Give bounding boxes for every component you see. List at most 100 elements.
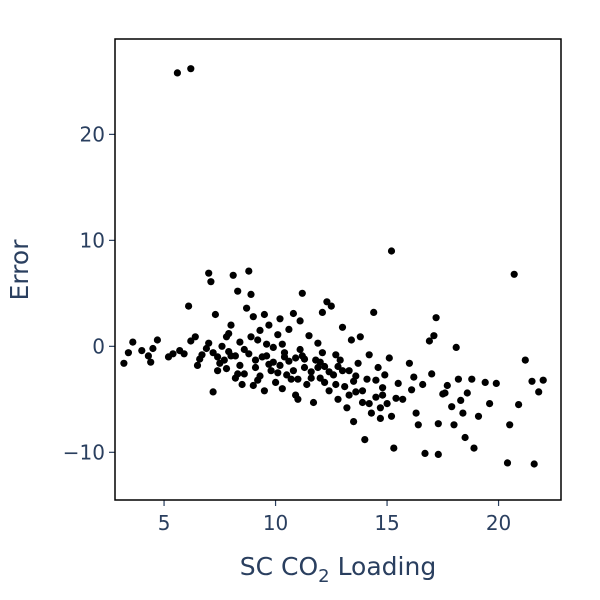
data-point <box>209 349 217 357</box>
data-point <box>214 353 222 361</box>
data-point <box>343 404 351 412</box>
data-point <box>350 377 358 385</box>
data-point <box>227 352 235 360</box>
data-point <box>256 326 264 334</box>
data-point <box>452 343 460 351</box>
data-point <box>361 436 369 444</box>
data-point <box>321 362 329 371</box>
data-point <box>251 363 260 372</box>
data-point <box>443 381 451 390</box>
data-point <box>207 278 215 286</box>
data-point <box>187 65 195 73</box>
data-point <box>265 360 273 368</box>
data-point <box>247 333 255 341</box>
data-point <box>387 412 396 420</box>
x-axis-ticks: 5 10 15 20 <box>158 500 511 535</box>
data-point <box>410 373 418 381</box>
data-point <box>285 325 293 333</box>
data-point <box>376 414 384 422</box>
data-point <box>468 375 476 383</box>
data-point <box>214 367 222 375</box>
data-point <box>327 302 335 310</box>
data-point <box>421 449 429 457</box>
data-point <box>352 388 360 396</box>
data-point <box>408 386 416 394</box>
data-point <box>338 323 347 331</box>
data-point <box>372 376 380 384</box>
data-point <box>457 396 465 404</box>
data-point <box>149 344 157 353</box>
data-point <box>283 371 291 379</box>
data-point <box>216 359 224 367</box>
data-point <box>321 378 329 386</box>
data-point <box>254 376 262 384</box>
data-point <box>227 321 235 329</box>
data-point <box>234 287 242 295</box>
data-point <box>269 343 277 351</box>
x-axis-title-suffix: Loading <box>330 552 437 581</box>
data-point <box>385 354 393 362</box>
data-point <box>535 388 543 396</box>
data-point <box>332 380 340 389</box>
data-point <box>314 339 322 347</box>
data-point <box>274 369 282 377</box>
data-point <box>303 380 311 389</box>
data-point <box>463 389 471 397</box>
data-point <box>334 395 342 403</box>
data-point <box>372 393 380 401</box>
data-point <box>292 354 300 362</box>
data-point <box>187 337 195 345</box>
data-point <box>278 385 286 393</box>
data-point <box>486 400 494 408</box>
data-point <box>365 351 373 359</box>
data-point <box>450 421 458 429</box>
data-point <box>356 333 364 341</box>
y-tick-label: −10 <box>63 440 105 464</box>
data-point <box>454 375 462 383</box>
data-point <box>185 302 193 310</box>
data-point <box>209 388 217 396</box>
y-axis-title: Error <box>5 239 34 301</box>
data-point <box>265 321 273 329</box>
data-point <box>323 298 331 306</box>
data-point <box>383 400 391 408</box>
y-tick-label: 20 <box>80 122 105 146</box>
data-point <box>222 333 231 341</box>
data-point <box>205 269 213 277</box>
data-point <box>300 363 309 372</box>
data-point <box>325 368 333 376</box>
data-point <box>298 352 306 360</box>
data-point <box>515 401 523 409</box>
data-point <box>425 337 433 345</box>
data-point <box>124 349 132 357</box>
data-point <box>376 404 384 412</box>
data-point <box>169 350 177 358</box>
data-point <box>441 389 449 397</box>
data-point <box>374 363 382 372</box>
data-point <box>521 356 529 364</box>
data-point <box>459 409 467 417</box>
data-point <box>528 377 536 385</box>
data-point <box>138 347 146 355</box>
data-point <box>394 379 402 387</box>
data-point <box>245 350 253 358</box>
data-point <box>251 356 260 364</box>
data-point <box>338 367 347 375</box>
data-point <box>474 412 483 420</box>
data-point <box>236 338 244 346</box>
data-point <box>307 368 315 376</box>
data-point <box>287 375 295 383</box>
data-point <box>347 336 355 344</box>
data-point <box>193 361 202 369</box>
data-point <box>129 338 137 346</box>
data-point <box>258 353 266 361</box>
data-point <box>530 460 538 468</box>
data-point <box>173 69 181 77</box>
plot-frame <box>114 38 562 501</box>
data-point <box>430 332 438 340</box>
data-point <box>432 314 440 322</box>
x-tick-label: 15 <box>374 511 399 535</box>
data-point <box>153 336 161 344</box>
data-point <box>461 433 469 442</box>
